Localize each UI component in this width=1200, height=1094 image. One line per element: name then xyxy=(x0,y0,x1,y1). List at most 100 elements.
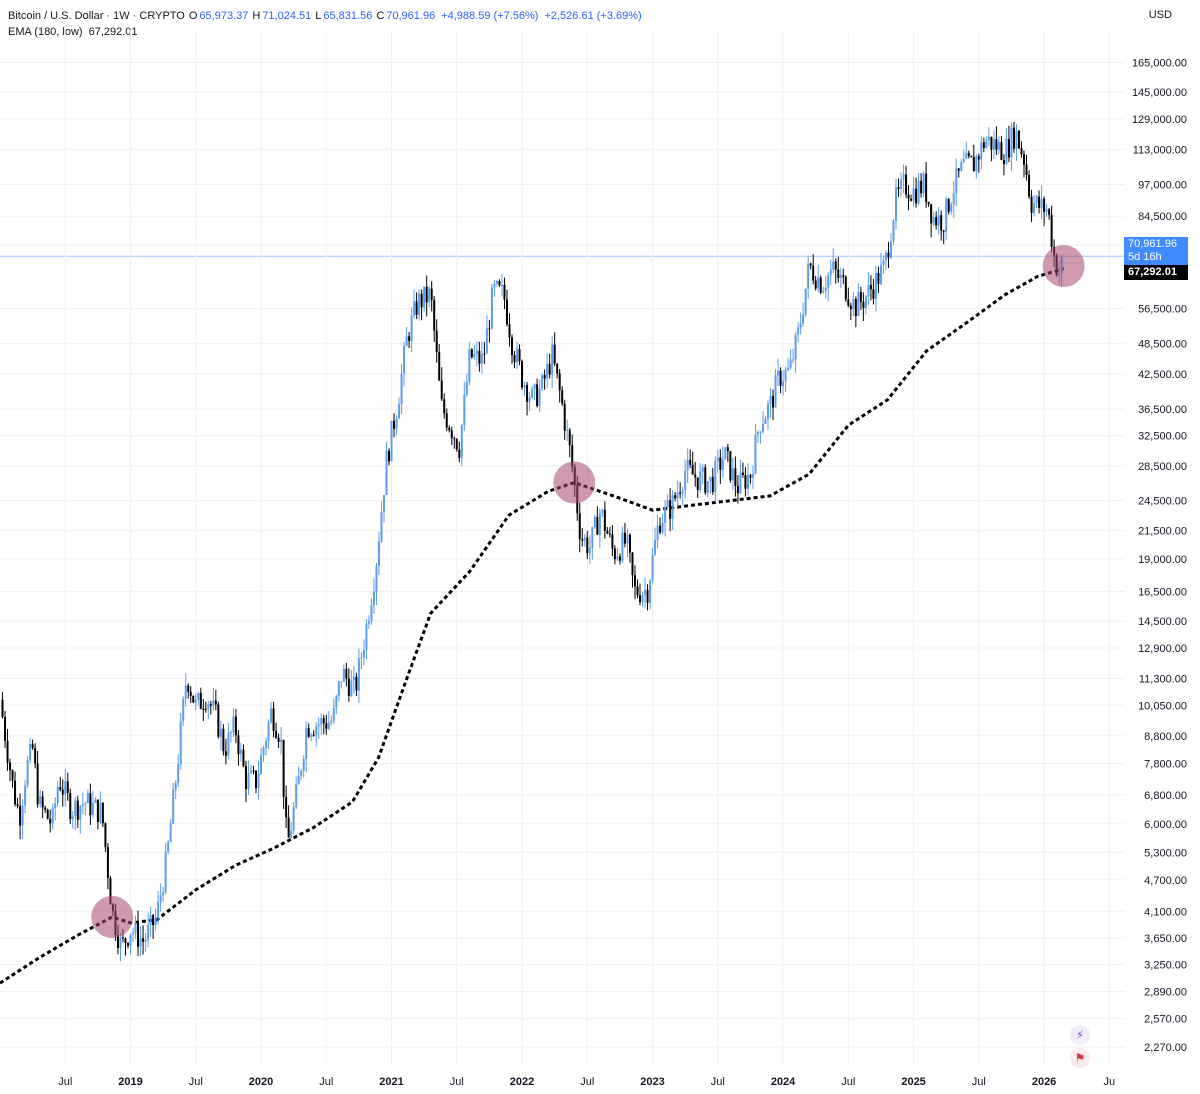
candle-body xyxy=(997,142,1000,150)
candle-body xyxy=(362,650,365,658)
candle-body xyxy=(380,512,383,542)
candle-body xyxy=(217,704,220,737)
candle-body xyxy=(789,359,792,368)
x-tick-label: Jul xyxy=(319,1076,333,1088)
candle-body xyxy=(134,922,137,933)
y-tick-label: 165,000.00 xyxy=(1132,57,1187,69)
candle-body xyxy=(99,802,102,822)
candle-body xyxy=(822,290,825,293)
candle-body xyxy=(679,492,682,494)
y-tick-label: 2,270.00 xyxy=(1144,1042,1187,1054)
candle-body xyxy=(546,363,549,379)
candle-body xyxy=(199,692,202,709)
candle-body xyxy=(184,685,187,699)
candle-body xyxy=(443,399,446,414)
candle-body xyxy=(1000,142,1003,160)
highlight-circle xyxy=(1042,245,1085,288)
x-tick-label: 2020 xyxy=(249,1076,273,1088)
close-label: C xyxy=(376,10,385,22)
candle-body xyxy=(578,513,581,540)
candle-body xyxy=(882,260,885,266)
candle-body xyxy=(636,586,639,596)
candle-body xyxy=(736,486,739,494)
candle-body xyxy=(297,775,300,785)
candle-body xyxy=(149,915,152,926)
candle-body xyxy=(408,336,411,341)
candle-body xyxy=(312,734,315,736)
candle-body xyxy=(659,525,662,533)
candle-body xyxy=(849,305,852,310)
candle-body xyxy=(832,261,835,270)
candle-body xyxy=(169,823,172,843)
candle-body xyxy=(503,284,506,300)
candle-body xyxy=(1015,130,1018,149)
lightning-icon[interactable]: ⚡ xyxy=(1070,1025,1090,1045)
candle-body xyxy=(239,749,242,755)
candle-body xyxy=(154,917,157,926)
candle-body xyxy=(340,681,343,683)
candle-body xyxy=(616,556,619,560)
candle-body xyxy=(61,789,64,795)
candle-body xyxy=(711,476,714,493)
candle-body xyxy=(172,789,175,824)
candle-body xyxy=(591,527,594,548)
candle-body xyxy=(66,781,69,793)
candle-body xyxy=(435,330,438,353)
candle-body xyxy=(741,472,744,475)
candle-body xyxy=(1048,209,1051,215)
candle-body xyxy=(137,922,140,947)
candle-body xyxy=(310,734,313,737)
candle-body xyxy=(1038,196,1041,208)
candle-body xyxy=(704,467,707,493)
candle-body xyxy=(1023,154,1026,165)
candle-body xyxy=(189,691,192,696)
change-value: +4,988.59 (+7.56%) xyxy=(441,10,539,22)
candle-body xyxy=(980,142,983,160)
y-tick-label: 145,000.00 xyxy=(1132,87,1187,99)
candle-body xyxy=(142,938,145,942)
candle-body xyxy=(628,534,631,553)
candle-body xyxy=(51,808,54,824)
candle-body xyxy=(603,509,606,531)
candle-body xyxy=(593,517,596,528)
candle-body xyxy=(84,803,87,805)
candle-body xyxy=(106,847,109,879)
y-tick-label: 48,500.00 xyxy=(1138,339,1187,351)
candle-body xyxy=(252,770,255,772)
open-label: O xyxy=(188,10,198,22)
candle-body xyxy=(965,153,968,159)
candle-body xyxy=(49,818,52,824)
candle-body xyxy=(623,532,626,544)
candle-body xyxy=(721,459,724,470)
candle-body xyxy=(413,301,416,316)
candle-body xyxy=(613,548,616,560)
candle-body xyxy=(543,375,546,379)
last-price-label: 70,961.96 5d 16h xyxy=(1124,237,1188,265)
flag-icon[interactable]: ⚑ xyxy=(1070,1048,1090,1068)
candle-body xyxy=(485,328,488,354)
candle-body xyxy=(631,552,634,576)
candle-body xyxy=(26,760,29,786)
currency-label[interactable]: USD xyxy=(1148,9,1172,21)
candle-body xyxy=(804,288,807,315)
candle-body xyxy=(475,350,478,354)
symbol-title[interactable]: Bitcoin / U.S. Dollar · 1W · CRYPTO xyxy=(8,10,185,22)
candle-body xyxy=(505,299,508,325)
candle-body xyxy=(884,252,887,261)
ema-legend[interactable]: EMA (180, low) 67,292.01 xyxy=(8,24,642,40)
candle-body xyxy=(14,780,17,805)
candle-body xyxy=(167,842,170,852)
candle-body xyxy=(420,293,423,308)
x-tick-label: Jul xyxy=(189,1076,203,1088)
candle-body xyxy=(1002,159,1005,165)
candle-body xyxy=(365,623,368,651)
candle-body xyxy=(892,220,895,242)
candle-body xyxy=(347,678,350,696)
candle-body xyxy=(152,915,155,926)
candle-body xyxy=(992,139,995,150)
candle-body xyxy=(285,796,288,818)
y-tick-label: 8,800.00 xyxy=(1144,731,1187,743)
candle-body xyxy=(681,490,684,494)
candle-body xyxy=(174,782,177,790)
